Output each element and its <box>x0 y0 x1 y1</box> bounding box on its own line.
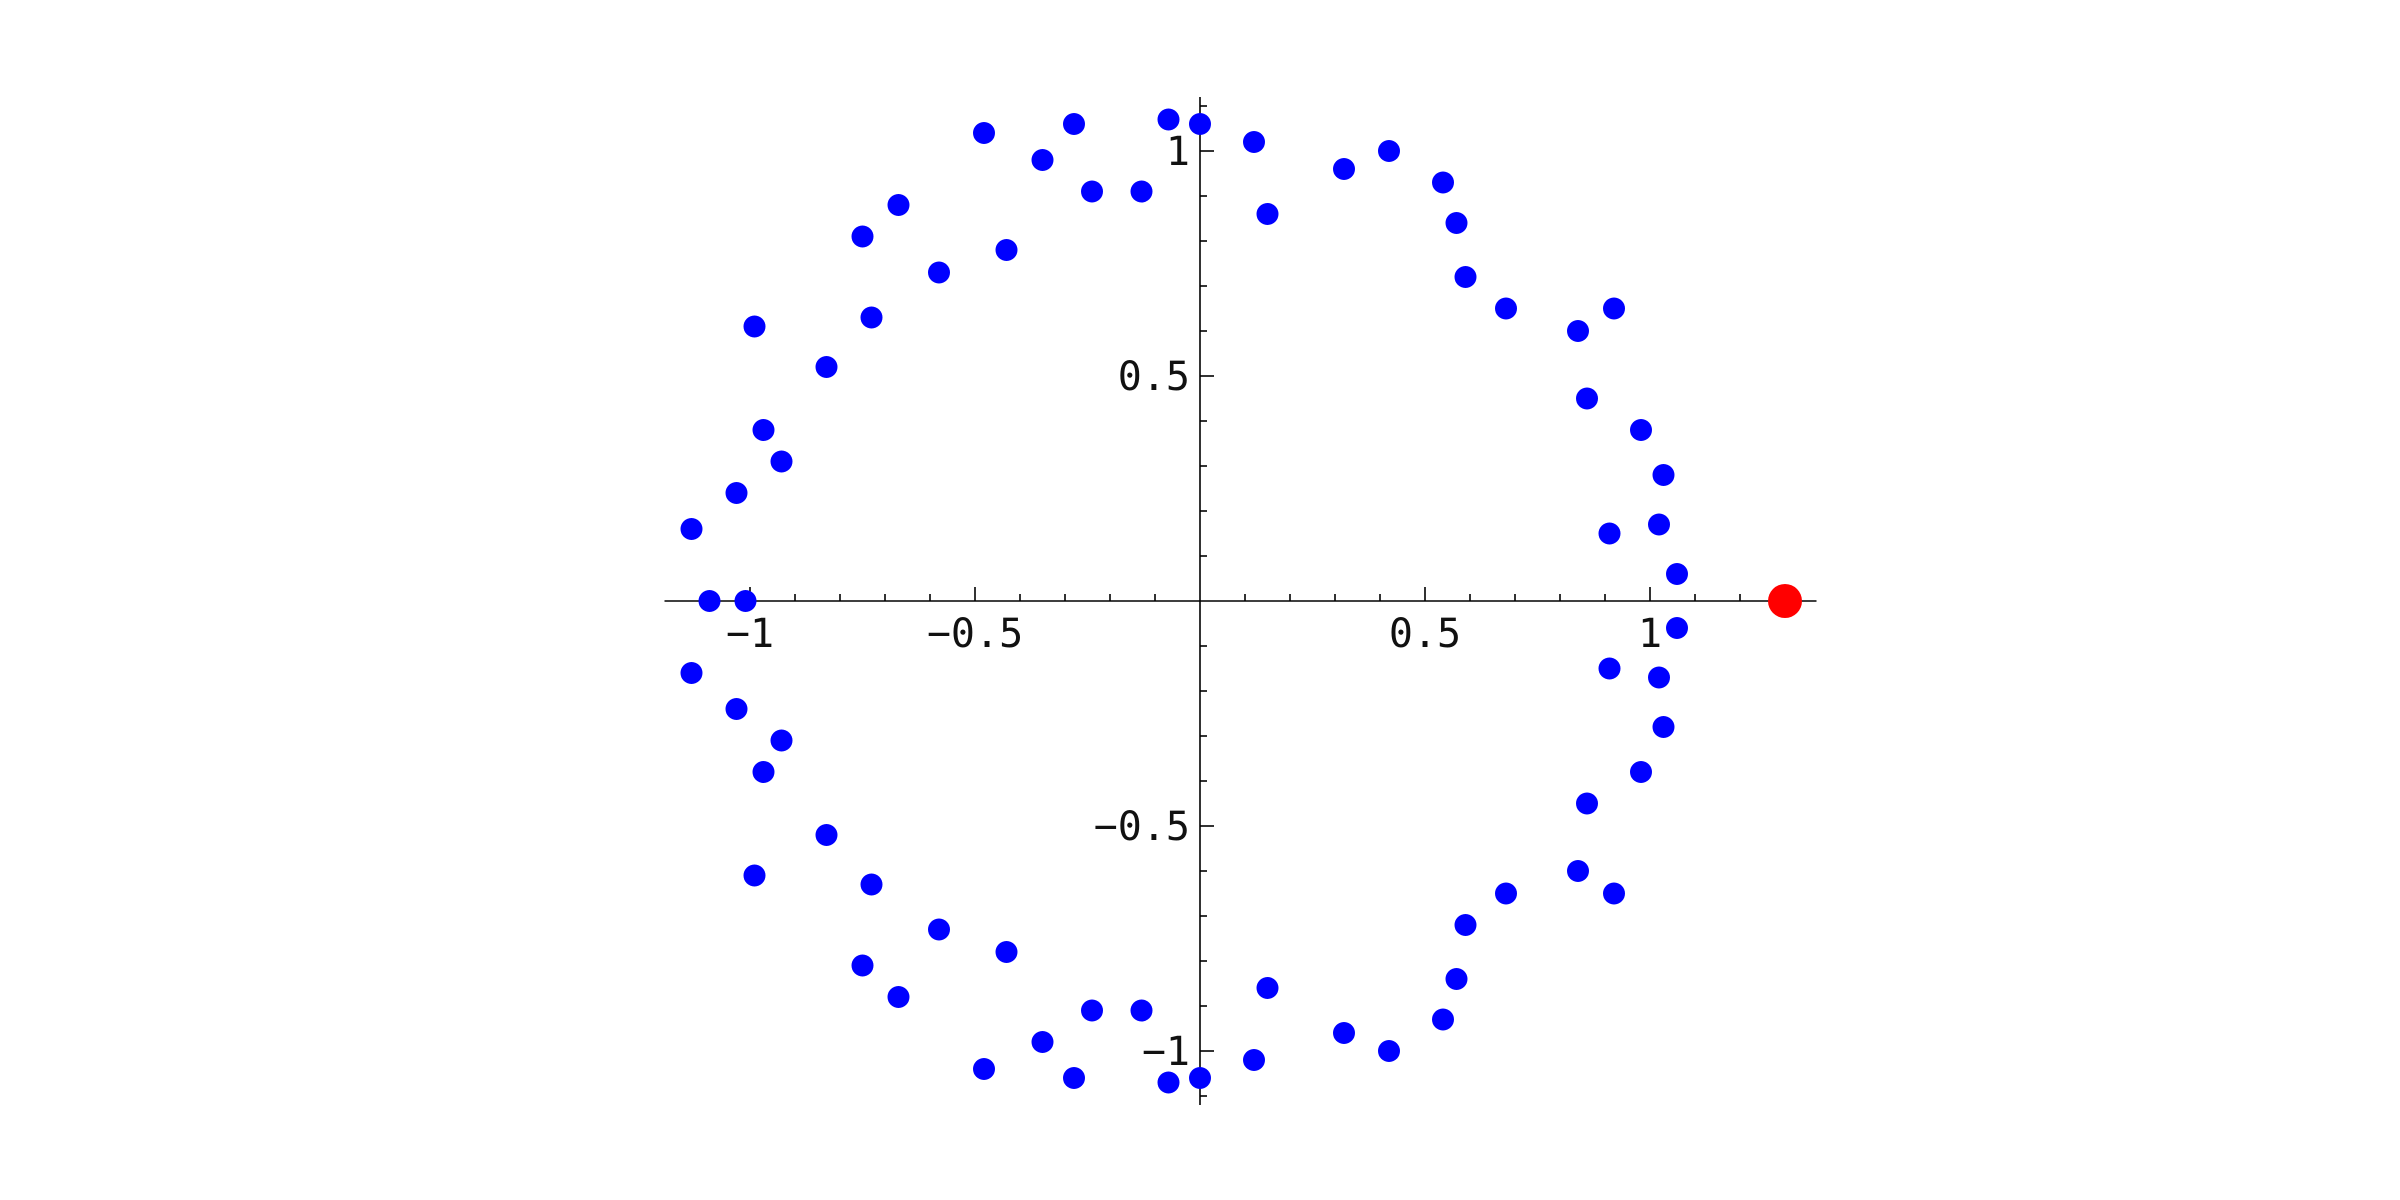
data-point <box>734 590 757 612</box>
data-point <box>995 239 1018 261</box>
data-point <box>1130 999 1153 1022</box>
data-point <box>1378 140 1400 162</box>
data-point <box>1031 149 1054 171</box>
data-point <box>770 450 793 473</box>
data-point <box>1256 203 1279 225</box>
data-point <box>770 729 793 752</box>
data-point <box>1243 131 1265 153</box>
data-point <box>928 261 950 284</box>
x-tick-label: −0.5 <box>927 611 1023 657</box>
x-tick-label: 0.5 <box>1389 611 1461 657</box>
data-point <box>1666 563 1688 585</box>
data-point <box>1567 860 1589 882</box>
data-point <box>1652 464 1675 486</box>
data-point <box>1333 158 1355 180</box>
data-point <box>887 194 910 216</box>
x-tick-label: −1 <box>726 611 774 657</box>
data-point <box>743 315 766 338</box>
data-point <box>1243 1049 1265 1071</box>
data-point <box>1495 882 1517 905</box>
data-point <box>860 873 883 896</box>
data-point <box>1031 1031 1054 1053</box>
y-tick-label: 0.5 <box>1118 354 1190 400</box>
data-point <box>851 954 874 977</box>
data-point <box>1495 297 1517 320</box>
data-point <box>1576 387 1598 410</box>
data-point <box>1333 1022 1355 1044</box>
data-point <box>752 761 775 783</box>
data-point <box>1189 113 1211 135</box>
highlighted-point <box>1768 584 1802 618</box>
data-point <box>1630 419 1652 441</box>
data-point <box>1445 212 1468 234</box>
data-point <box>1454 266 1477 288</box>
data-point <box>1652 716 1675 738</box>
data-point <box>1598 522 1621 545</box>
axes: −1 −0.5 0.5 1 −1 −0.5 0.5 1 <box>664 97 1817 1105</box>
data-point <box>1432 171 1454 194</box>
data-point <box>1454 914 1477 936</box>
data-point <box>1130 180 1153 203</box>
data-point <box>725 698 748 720</box>
data-point <box>1256 977 1279 999</box>
y-tick-label: 1 <box>1166 129 1190 175</box>
data-point <box>973 1058 995 1080</box>
data-point <box>698 590 721 612</box>
data-point <box>1189 1067 1211 1089</box>
data-point <box>1648 513 1670 536</box>
data-point <box>1432 1008 1454 1031</box>
data-point <box>680 662 703 684</box>
data-point <box>743 864 766 887</box>
data-points <box>680 108 1802 1094</box>
data-point <box>1630 761 1652 783</box>
y-tick-label: −0.5 <box>1094 804 1190 850</box>
data-point <box>1648 666 1670 689</box>
data-point <box>1063 113 1085 135</box>
data-point <box>928 918 950 941</box>
data-point <box>1157 1071 1180 1094</box>
data-point <box>1157 108 1180 131</box>
data-point <box>1378 1040 1400 1062</box>
data-point <box>851 225 874 248</box>
data-point <box>1666 617 1688 639</box>
data-point <box>815 356 838 378</box>
data-point <box>752 419 775 441</box>
data-point <box>887 986 910 1008</box>
data-point <box>1576 792 1598 815</box>
data-point <box>725 482 748 504</box>
data-point <box>1603 882 1625 905</box>
data-point <box>1081 999 1103 1022</box>
x-tick-label: 1 <box>1638 611 1662 657</box>
data-point <box>995 941 1018 963</box>
data-point <box>1445 968 1468 990</box>
y-tick-label: −1 <box>1142 1029 1190 1075</box>
data-point <box>1081 180 1103 203</box>
data-point <box>1603 297 1625 320</box>
data-point <box>1598 657 1621 680</box>
data-point <box>815 824 838 846</box>
data-point <box>1567 320 1589 342</box>
data-point <box>973 122 995 144</box>
data-point <box>1063 1067 1085 1089</box>
data-point <box>860 306 883 329</box>
data-point <box>680 518 703 540</box>
